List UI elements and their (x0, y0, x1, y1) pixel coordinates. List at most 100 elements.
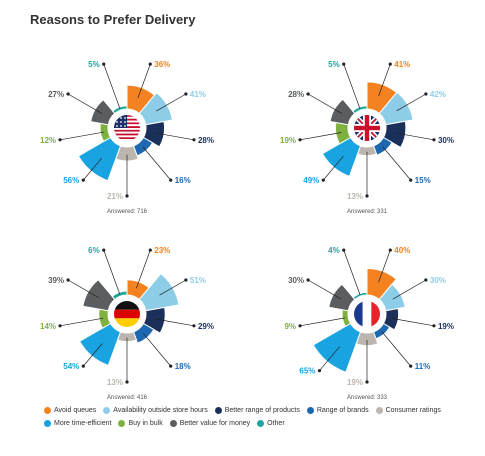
leader-line (299, 132, 342, 141)
segment-time (78, 322, 122, 367)
leader-line (156, 318, 195, 327)
legend-item-brands: Range of brands (306, 407, 369, 414)
leader-dot (342, 62, 346, 66)
legend-row: Avoid queues Availability outside store h… (44, 407, 454, 414)
segment-time (312, 322, 362, 373)
legend-item-time: More time-efficient (44, 420, 111, 427)
data-label-avail: 42% (430, 90, 446, 99)
segment-time (321, 136, 362, 177)
segment-time (77, 136, 122, 182)
data-label-avail: 51% (190, 276, 206, 285)
legend-label: Availability outside store hours (113, 407, 208, 414)
leader-line (59, 317, 104, 327)
legend-item-avoid: Avoid queues (44, 407, 96, 414)
leader-line (156, 93, 187, 112)
leader-line (67, 279, 99, 298)
data-label-other: 4% (328, 246, 340, 255)
legend-dot-icon (306, 407, 314, 414)
legend-label: Consumer ratings (385, 407, 441, 414)
leader-dot (424, 278, 428, 282)
leader-dot (388, 62, 392, 66)
leader-line (299, 317, 346, 327)
answered-count: Answered: 716 (107, 209, 148, 215)
data-label-ratings: 19% (347, 378, 363, 387)
legend-label: Avoid queues (54, 407, 97, 414)
leader-dot (148, 62, 152, 66)
data-label-avoid: 36% (154, 60, 170, 69)
germany-flag (114, 301, 140, 327)
answered-count: Answered: 333 (347, 395, 388, 401)
leader-line (67, 93, 103, 114)
leader-line (155, 132, 195, 141)
leader-line (319, 346, 340, 371)
leader-line (103, 63, 121, 109)
data-label-value: 27% (48, 90, 64, 99)
leader-line (396, 93, 427, 112)
legend-label: More time-efficient (54, 420, 112, 427)
leader-dot (148, 248, 152, 252)
legend-dot-icon (257, 420, 265, 427)
leader-dot (169, 178, 173, 182)
leader-dot (184, 92, 188, 96)
leader-dot (102, 62, 106, 66)
answered-count: Answered: 416 (107, 395, 148, 401)
leader-dot (125, 380, 129, 384)
leader-line (83, 343, 103, 367)
leader-dot (102, 248, 106, 252)
leader-dot (432, 138, 436, 142)
leader-line (378, 249, 391, 283)
leader-line (396, 132, 435, 141)
leader-dot (81, 364, 85, 368)
leader-line (142, 146, 171, 181)
leader-line (307, 93, 342, 114)
legend: Avoid queues Availability outside store h… (44, 407, 454, 433)
leader-dot (342, 248, 346, 252)
legend-item-bulk: Buy in bulk (118, 420, 163, 427)
leader-line (382, 146, 411, 181)
leader-line (82, 157, 102, 181)
data-label-other: 6% (88, 246, 100, 255)
legend-dot-icon (118, 420, 126, 427)
data-label-time: 54% (63, 362, 79, 371)
leader-dot (192, 324, 196, 328)
data-label-other: 5% (328, 60, 340, 69)
legend-row: More time-efficient Buy in bulk Better val… (44, 420, 454, 427)
legend-dot-icon (214, 407, 222, 414)
leader-dot (424, 92, 428, 96)
data-label-avoid: 23% (154, 246, 170, 255)
page-title: Reasons to Prefer Delivery (30, 12, 196, 27)
leader-line (159, 279, 187, 296)
leader-dot (365, 380, 369, 384)
france-flag (354, 301, 380, 327)
leader-dot (58, 324, 62, 328)
segment-avail (138, 272, 180, 312)
leader-line (103, 249, 121, 295)
leader-line (381, 331, 411, 367)
leader-line (378, 63, 391, 97)
data-label-value: 28% (288, 90, 304, 99)
leader-line (392, 279, 427, 300)
legend-item-ratings: Consumer ratings (375, 407, 441, 414)
answered-count: Answered: 331 (347, 209, 388, 215)
leader-line (59, 131, 105, 141)
legend-item-value: Better value for money (169, 420, 250, 427)
data-label-brands: 18% (175, 362, 191, 371)
leader-dot (317, 369, 322, 373)
leader-dot (409, 178, 413, 182)
leader-dot (66, 278, 70, 282)
radial-chart-1: 36% 41% 28% 16% 21% 56% 12% 27% 5% Answered: 716 (40, 60, 214, 215)
data-label-ratings: 21% (107, 192, 123, 201)
leader-line (343, 249, 361, 295)
data-label-other: 5% (88, 60, 100, 69)
leader-dot (58, 138, 62, 142)
leader-dot (321, 178, 325, 182)
data-label-value: 30% (288, 276, 304, 285)
leader-line (343, 63, 361, 109)
leader-dot (388, 248, 392, 252)
legend-label: Better range of products (224, 407, 300, 414)
data-label-avoid: 40% (394, 246, 410, 255)
data-label-ratings: 13% (347, 192, 363, 201)
data-label-avail: 30% (430, 276, 446, 285)
data-label-products: 28% (198, 136, 214, 145)
